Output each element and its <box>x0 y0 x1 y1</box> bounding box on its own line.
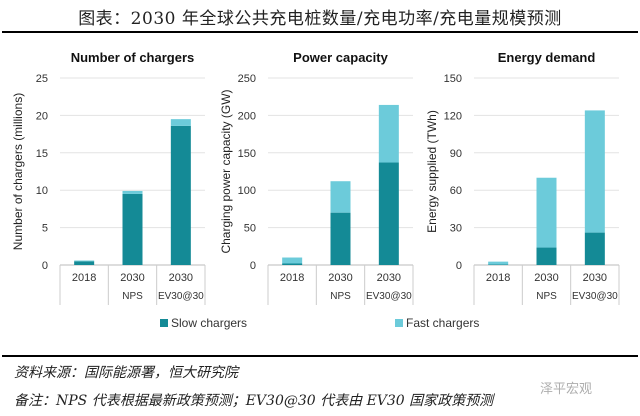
x-tick-label: 2018 <box>280 272 304 284</box>
y-tick-label: 20 <box>36 110 48 122</box>
legend-slow-label: Slow chargers <box>171 316 248 330</box>
charts-area: Number of chargers 0 5 10 15 20 25 Number of ch… <box>11 50 620 305</box>
watermark: 泽平宏观 <box>540 381 593 396</box>
bar-slow <box>584 232 605 265</box>
y-tick-label: 60 <box>450 185 462 197</box>
legend-slow: Slow chargers <box>160 316 247 330</box>
y-tick-label: 50 <box>244 223 256 235</box>
bar-slow <box>378 162 399 265</box>
x-tick-label: 2018 <box>72 272 96 284</box>
x-tick-sublabel: EV30@30 <box>366 291 412 302</box>
bar-fast <box>536 177 557 248</box>
y-tick-label: 15 <box>36 148 48 160</box>
y-axis-label: Energy supplied (TWh) <box>425 110 439 233</box>
bar-slow <box>170 125 191 265</box>
bar-fast <box>378 104 399 163</box>
legend-slow-swatch <box>160 319 168 327</box>
x-tick-sublabel: EV30@30 <box>572 291 618 302</box>
x-tick-sublabel: EV30@30 <box>158 291 204 302</box>
x-tick-sublabel: NPS <box>536 291 557 302</box>
bar-slow <box>74 261 95 265</box>
bar-fast <box>330 181 351 213</box>
source-note: 资料来源：国际能源署，恒大研究院 <box>14 365 238 381</box>
figure-title: 图表：2030 年全球公共充电桩数量/充电功率/充电量规模预测 <box>78 9 562 29</box>
footer-rule <box>2 355 638 357</box>
y-tick-label: 0 <box>250 260 256 272</box>
bar-fast <box>488 261 509 265</box>
x-tick-label: 2030 <box>169 272 193 284</box>
y-tick-label: 120 <box>444 110 462 122</box>
y-axis-label: Charging power capacity (GW) <box>219 89 233 253</box>
y-tick-label: 100 <box>238 185 256 197</box>
bar-slow <box>282 263 303 265</box>
title-rule <box>2 31 638 33</box>
x-tick-label: 2030 <box>583 272 607 284</box>
y-tick-label: 25 <box>36 73 48 85</box>
y-tick-label: 0 <box>456 260 462 272</box>
x-tick-label: 2030 <box>328 272 352 284</box>
x-tick-sublabel: NPS <box>330 291 351 302</box>
x-tick-label: 2030 <box>377 272 401 284</box>
y-tick-label: 90 <box>450 148 462 160</box>
x-tick-label: 2018 <box>486 272 510 284</box>
y-tick-label: 150 <box>238 148 256 160</box>
y-axis-label: Number of chargers (millions) <box>11 93 25 250</box>
x-tick-label: 2030 <box>120 272 144 284</box>
bar-slow <box>536 247 557 265</box>
bar-slow <box>122 193 143 265</box>
legend-fast-swatch <box>395 319 403 327</box>
legend-fast-label: Fast chargers <box>406 316 480 330</box>
y-tick-label: 30 <box>450 223 462 235</box>
legend-fast: Fast chargers <box>395 316 479 330</box>
remark-note: 备注：NPS 代表根据最新政策预测；EV30@30 代表由 EV30 国家政策预… <box>14 393 494 409</box>
bar-slow <box>488 264 509 265</box>
chart-title: Energy demand <box>498 50 596 65</box>
bar-fast <box>74 260 95 262</box>
y-tick-label: 5 <box>42 223 48 235</box>
bar-slow <box>330 212 351 265</box>
x-tick-sublabel: NPS <box>122 291 143 302</box>
bar-fast <box>584 110 605 233</box>
y-tick-label: 150 <box>444 73 462 85</box>
bar-fast <box>282 257 303 264</box>
y-tick-label: 10 <box>36 185 48 197</box>
y-tick-label: 0 <box>42 260 48 272</box>
chart-title: Power capacity <box>293 50 388 65</box>
bar-fast <box>122 190 143 194</box>
y-tick-label: 250 <box>238 73 256 85</box>
y-tick-label: 200 <box>238 110 256 122</box>
bar-fast <box>170 119 191 126</box>
x-tick-label: 2030 <box>534 272 558 284</box>
chart-title: Number of chargers <box>71 50 195 65</box>
